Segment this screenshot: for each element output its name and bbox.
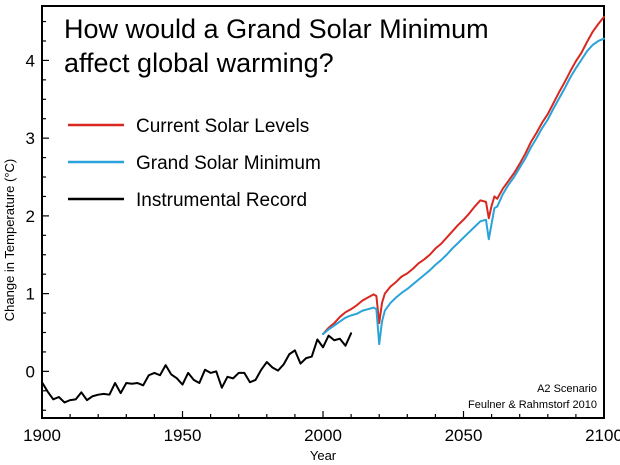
series-line [322, 37, 605, 346]
series-line [41, 332, 353, 404]
series-lines [41, 15, 605, 404]
chart-legend: Current Solar Levels Grand Solar Minimum I… [68, 116, 321, 211]
annotation-citation: Feulner & Rahmstorf 2010 [468, 399, 597, 411]
y-tick-label: 3 [26, 129, 35, 148]
y-tick-label: 4 [26, 51, 35, 70]
x-tick-label: 2000 [304, 426, 342, 445]
x-axis-tick-labels: 1900 1950 2000 2050 2100 [23, 426, 620, 445]
x-tick-label: 2050 [445, 426, 483, 445]
x-tick-label: 1950 [164, 426, 202, 445]
x-axis-ticks [41, 411, 605, 418]
x-tick-label: 1900 [23, 426, 61, 445]
y-axis-tick-labels: 0 1 2 3 4 [26, 51, 35, 381]
y-tick-label: 1 [26, 285, 35, 304]
annotation-scenario: A2 Scenario [537, 383, 597, 395]
chart-title-line1: How would a Grand Solar Minimum [64, 14, 489, 44]
legend-label: Grand Solar Minimum [136, 153, 321, 174]
y-axis-ticks [42, 20, 49, 411]
x-axis-title: Year [310, 448, 337, 463]
y-tick-label: 2 [26, 207, 35, 226]
legend-label: Instrumental Record [136, 190, 307, 211]
series-line [322, 15, 605, 336]
legend-label: Current Solar Levels [136, 116, 309, 137]
y-axis-title: Change in Temperature (°C) [2, 159, 17, 321]
y-tick-label: 0 [26, 362, 35, 381]
x-tick-label: 2100 [585, 426, 620, 445]
chart-title-line2: affect global warming? [64, 48, 334, 78]
